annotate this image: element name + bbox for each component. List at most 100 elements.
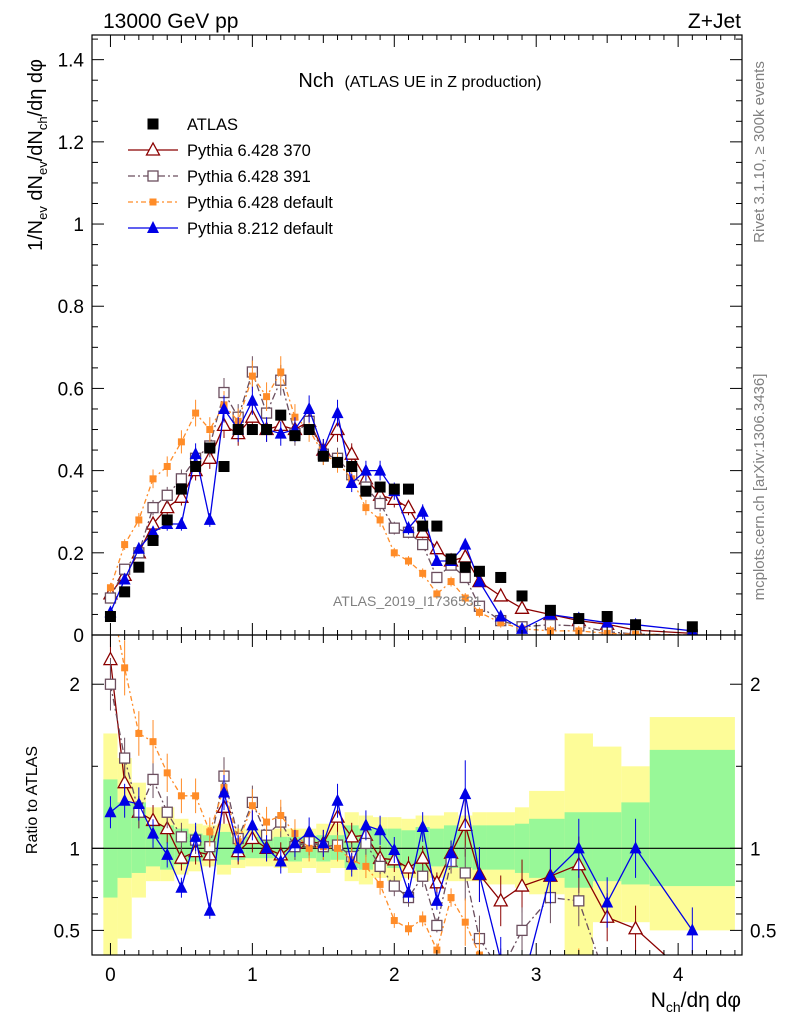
legend-label-atlas: ATLAS <box>187 116 238 134</box>
point-pythia-6-428-391 <box>431 571 443 584</box>
ratio-point-pythia-6-428-391 <box>496 966 506 976</box>
ratio-point-pythia-6-428-default <box>277 812 285 820</box>
ratio-point-pythia-6-428-391 <box>147 773 159 786</box>
point-atlas <box>374 481 386 493</box>
series-line-pythia-6-428-391 <box>109 369 693 635</box>
point-pythia-6-428-default <box>475 608 483 616</box>
point-pythia-8-212-default <box>430 554 443 567</box>
ratio-point-pythia-8-212-default <box>161 847 174 860</box>
ratio-xtick-label: 2 <box>389 965 400 986</box>
ratio-ytick-label-right: 1 <box>750 839 761 860</box>
point-pythia-6-428-default <box>135 516 143 524</box>
ratio-point-pythia-6-428-370 <box>627 920 644 935</box>
main-panel: 0 0.2 0.4 0.6 0.8 1 1.2 1.4 ATLAS_2019_I1736531… <box>25 34 743 647</box>
ratio-point-pythia-6-428-default <box>519 983 526 990</box>
point-pythia-6-428-391 <box>388 522 400 534</box>
point-pythia-6-428-default <box>390 549 398 557</box>
ratio-point-pythia-6-428-default <box>497 974 504 981</box>
ratio-point-pythia-6-428-391 <box>602 978 612 988</box>
main-ytick-label: 1.2 <box>58 133 84 154</box>
rivet-version-label: Rivet 3.1.10, ≥ 300k events <box>751 61 768 243</box>
ratio-point-pythia-6-428-391 <box>417 870 429 882</box>
point-pythia-6-428-default <box>433 590 441 598</box>
ratio-ytick-label: 1 <box>69 839 80 860</box>
ratio-ylabel: Ratio to ATLAS <box>24 746 41 854</box>
point-atlas <box>402 483 414 495</box>
header-left-label: 13000 GeV pp <box>103 10 238 33</box>
point-atlas <box>601 611 613 623</box>
main-ytick-label: 0.4 <box>58 462 85 483</box>
point-pythia-6-428-391 <box>161 489 173 501</box>
ratio-point-pythia-6-428-370 <box>400 859 417 874</box>
ratio-ytick-label: 2 <box>69 675 80 696</box>
point-pythia-6-428-370 <box>173 488 190 503</box>
point-pythia-8-212-default <box>147 525 160 538</box>
point-pythia-6-428-370 <box>159 499 175 514</box>
point-pythia-8-212-default <box>175 517 188 530</box>
point-atlas <box>218 461 230 473</box>
point-pythia-6-428-default <box>376 516 384 524</box>
ratio-point-pythia-8-212-default <box>629 841 642 854</box>
ratio-point-pythia-6-428-default <box>419 915 427 923</box>
point-atlas <box>190 461 202 473</box>
main-ytick-label: 0.8 <box>58 297 84 318</box>
ratio-point-pythia-6-428-391 <box>516 924 528 937</box>
point-atlas <box>161 514 173 526</box>
series-line-pythia-8-212-default <box>109 399 693 632</box>
ratio-point-pythia-8-212-default <box>203 903 216 916</box>
point-pythia-8-212-default <box>359 463 372 476</box>
ratio-point-pythia-8-212-default <box>104 805 117 818</box>
point-pythia-6-428-370 <box>514 599 530 614</box>
ratio-axis-ticks: 0.5 0.5 1 1 2 2 0 1 2 3 4 <box>54 635 776 986</box>
point-atlas <box>573 613 585 625</box>
main-ytick-label: 0.2 <box>58 544 84 565</box>
ratio-xtick-label: 3 <box>531 965 542 986</box>
main-data-layer <box>102 356 698 635</box>
legend-label-pythia-8-212-default: Pythia 8.212 default <box>187 220 333 238</box>
legend-marker-atlas <box>147 118 159 130</box>
point-pythia-8-212-default <box>246 393 259 406</box>
ratio-ytick-label-right: 2 <box>750 675 761 696</box>
point-pythia-6-428-370 <box>344 445 360 460</box>
band-green-segment <box>486 825 515 870</box>
point-atlas <box>119 586 131 598</box>
legend-item-pythia-8-212-default: Pythia 8.212 default <box>128 220 333 238</box>
ratio-xtick-label: 0 <box>105 965 116 986</box>
ratio-point-pythia-8-212-default <box>544 869 557 882</box>
ratio-point-pythia-8-212-default <box>430 893 443 906</box>
main-title-main: Nch <box>298 70 334 92</box>
point-atlas <box>261 424 273 436</box>
ratio-point-pythia-6-428-default <box>135 729 143 737</box>
ratio-point-pythia-8-212-default <box>175 880 188 893</box>
legend-item-pythia-6-428-391: Pythia 6.428 391 <box>128 168 311 186</box>
point-pythia-8-212-default <box>118 572 131 585</box>
ratio-point-pythia-8-212-default <box>516 979 528 991</box>
point-atlas <box>495 571 507 583</box>
ratio-point-pythia-8-212-default <box>374 823 387 836</box>
point-pythia-6-428-default <box>177 438 185 446</box>
ratio-ytick-label: 0.5 <box>54 921 80 942</box>
main-ytick-label: 1.4 <box>58 51 85 72</box>
ratio-point-pythia-6-428-default <box>547 981 554 988</box>
point-atlas <box>303 424 315 436</box>
ratio-point-pythia-6-428-391 <box>175 831 188 843</box>
ratio-point-pythia-6-428-391 <box>118 752 131 764</box>
point-pythia-6-428-370 <box>493 587 509 602</box>
mcplots-reference-label: mcplots.cern.ch [arXiv:1306.3436] <box>751 374 768 601</box>
legend-label-pythia-6-428-370: Pythia 6.428 370 <box>187 142 311 160</box>
point-pythia-8-212-default <box>331 406 344 419</box>
header-right-label: Z+Jet <box>688 10 741 33</box>
ratio-point-pythia-6-428-default <box>447 894 455 902</box>
ratio-point-pythia-6-428-default <box>461 918 469 926</box>
ratio-point-pythia-8-212-default <box>572 841 585 854</box>
point-atlas <box>204 442 216 454</box>
point-atlas <box>360 485 372 497</box>
ratio-point-pythia-6-428-370 <box>344 828 360 843</box>
point-atlas <box>346 461 358 473</box>
ratio-point-pythia-6-428-391 <box>374 860 386 873</box>
point-atlas <box>630 619 642 631</box>
point-pythia-8-212-default <box>374 463 387 476</box>
band-green-segment <box>592 812 622 882</box>
ratio-point-pythia-6-428-391 <box>388 880 400 892</box>
ratio-point-pythia-8-212-default <box>686 923 699 936</box>
